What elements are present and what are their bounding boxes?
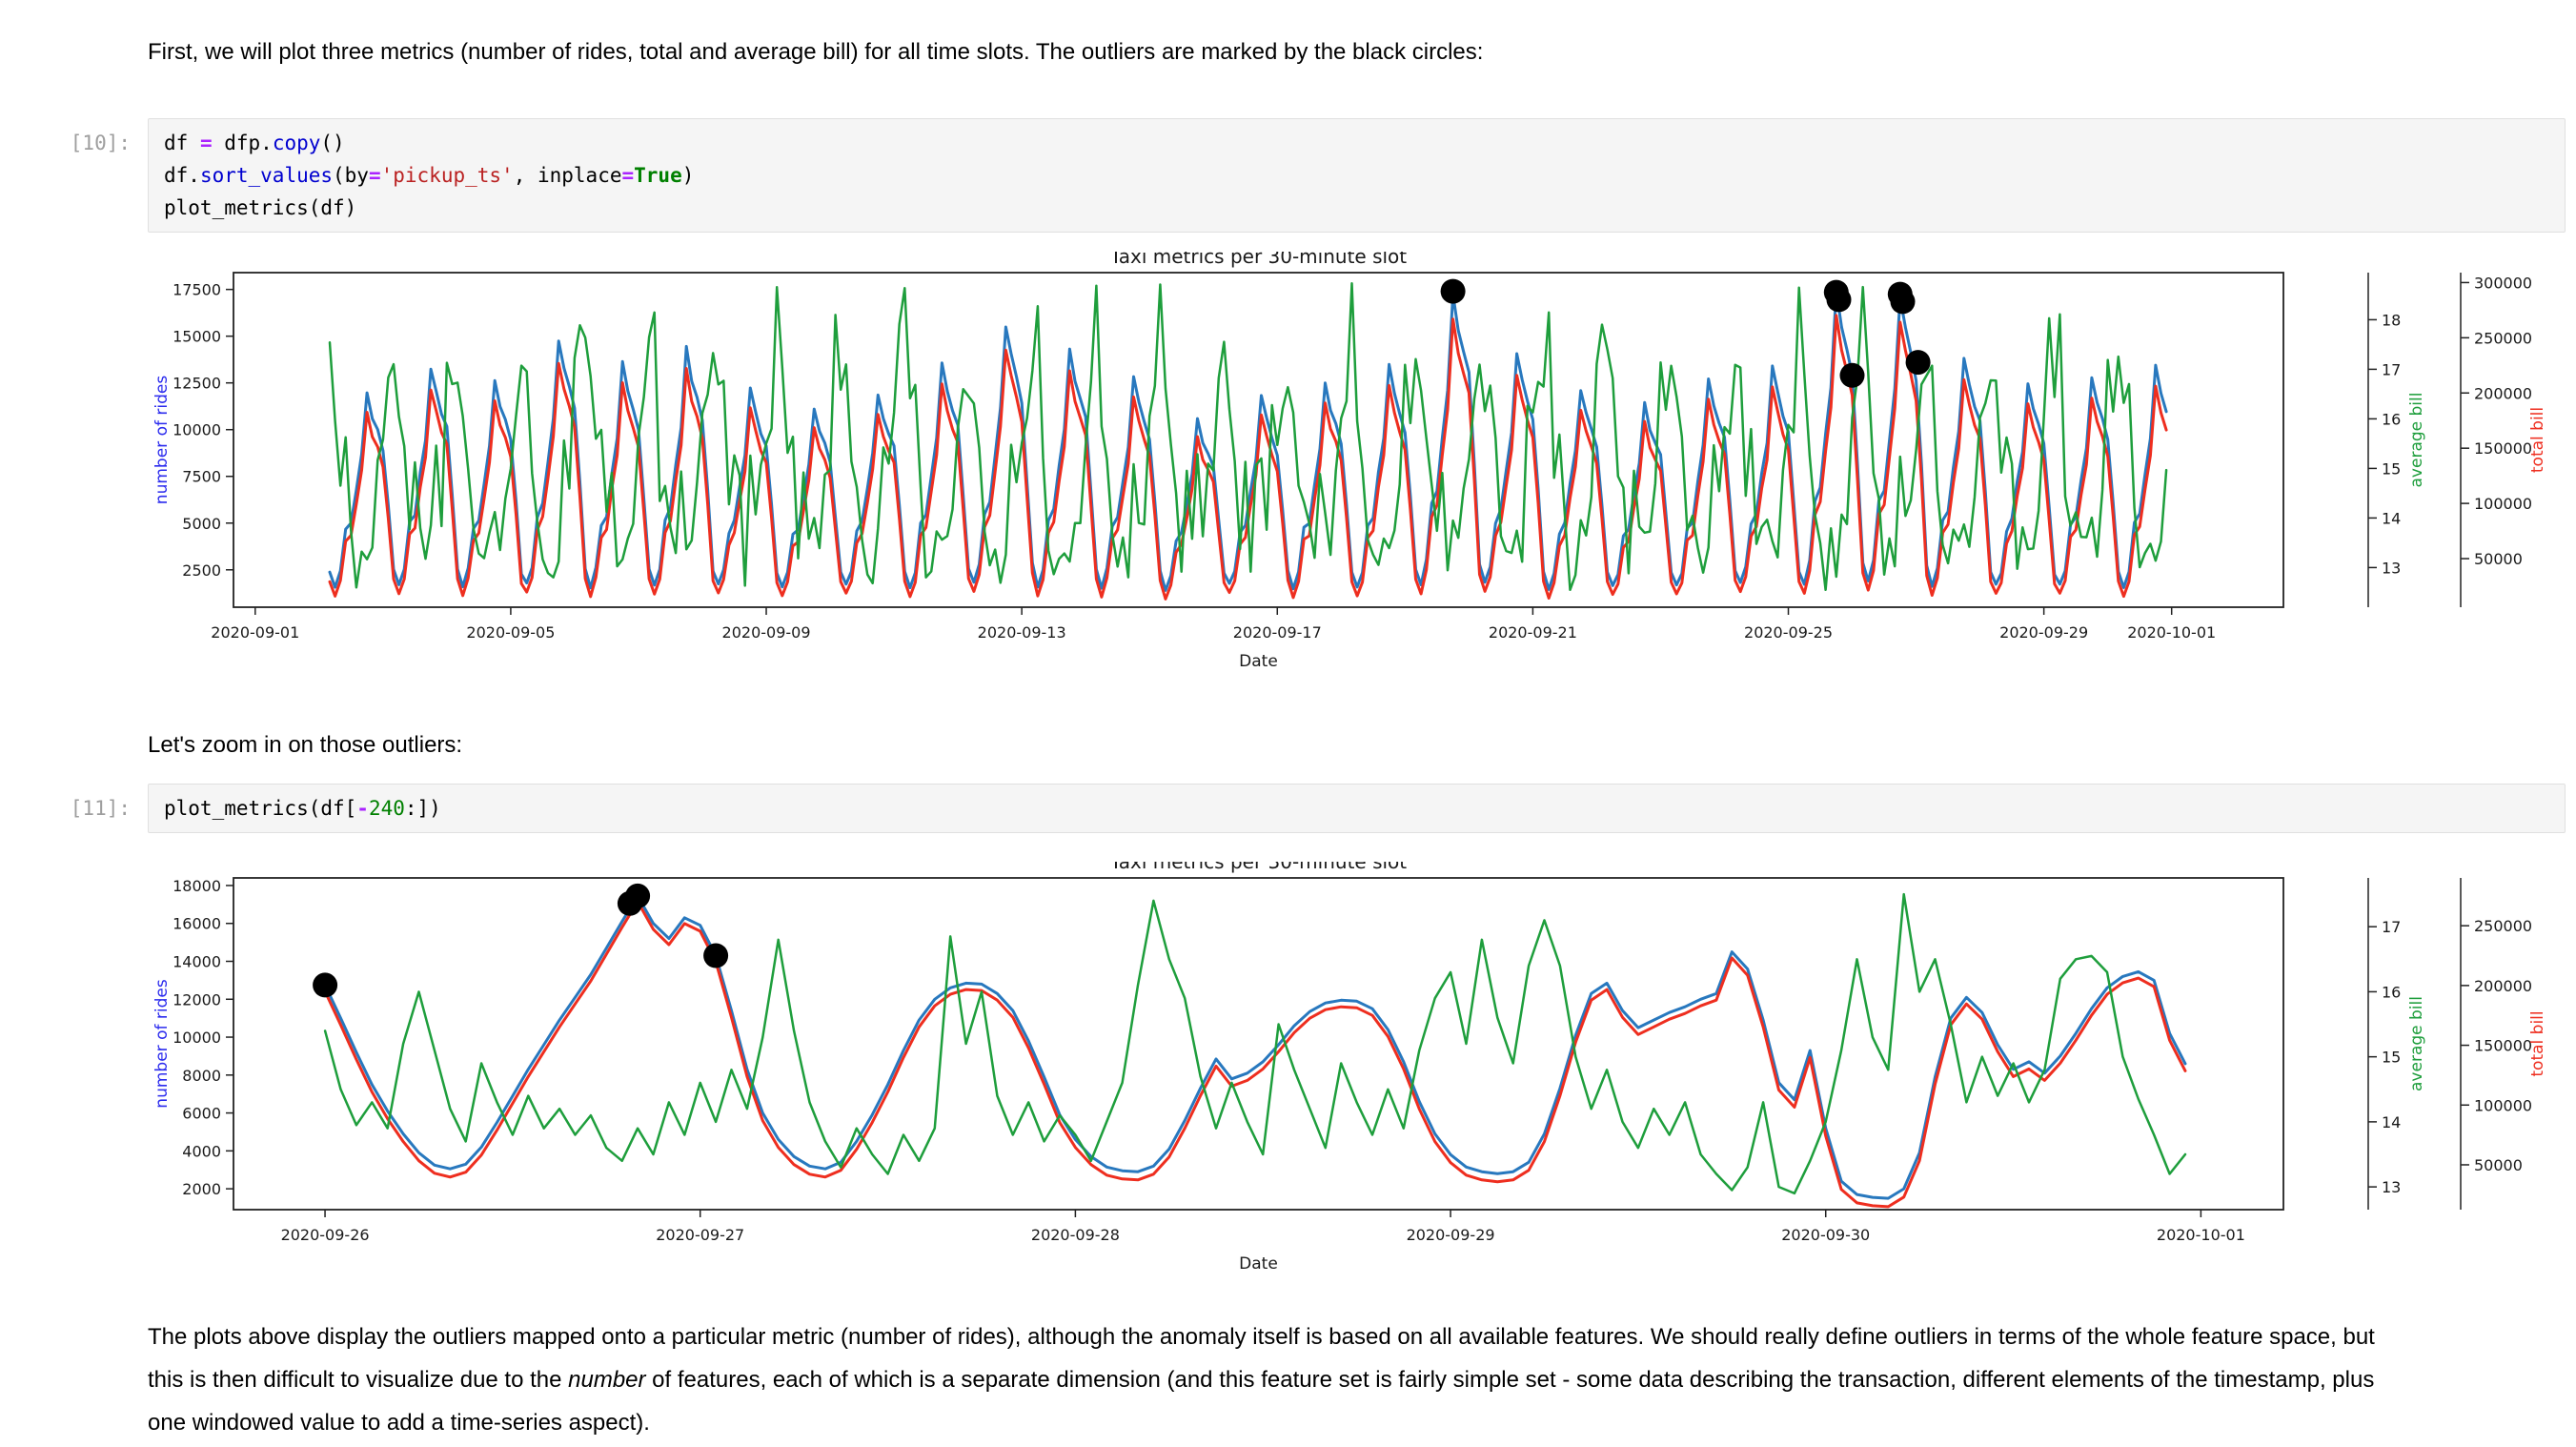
chart-taxi-metrics-all: Taxi metrics per 30-minute slot 2020-09-0… bbox=[152, 252, 2547, 671]
svg-text:2020-09-30: 2020-09-30 bbox=[1781, 1226, 1870, 1244]
code-cell-11: [11]: plot_metrics(df[-240:]) bbox=[0, 784, 2576, 833]
code-editor[interactable]: df = dfp.copy() df.sort_values(by='pickup… bbox=[148, 118, 2566, 233]
svg-text:2020-09-29: 2020-09-29 bbox=[1407, 1226, 1495, 1244]
svg-text:6000: 6000 bbox=[182, 1105, 221, 1123]
svg-text:18000: 18000 bbox=[172, 877, 221, 895]
output-figure-zoomed: Taxi metrics per 30-minute slot 2020-09-2… bbox=[148, 862, 2547, 1291]
svg-text:2020-09-28: 2020-09-28 bbox=[1031, 1226, 1120, 1244]
svg-text:2020-09-09: 2020-09-09 bbox=[722, 623, 811, 642]
svg-text:16: 16 bbox=[2382, 410, 2401, 428]
svg-text:14000: 14000 bbox=[172, 952, 221, 970]
svg-text:number of rides: number of rides bbox=[152, 376, 172, 505]
svg-text:200000: 200000 bbox=[2474, 977, 2532, 995]
svg-text:17: 17 bbox=[2382, 360, 2401, 378]
svg-text:average bill: average bill bbox=[2407, 996, 2426, 1091]
svg-text:4000: 4000 bbox=[182, 1142, 221, 1160]
chart-taxi-metrics-zoom: Taxi metrics per 30-minute slot 2020-09-2… bbox=[152, 862, 2547, 1274]
svg-text:15: 15 bbox=[2382, 459, 2401, 478]
svg-text:2020-09-01: 2020-09-01 bbox=[211, 623, 299, 642]
svg-text:Date: Date bbox=[1239, 652, 1278, 671]
svg-text:250000: 250000 bbox=[2474, 917, 2532, 935]
svg-text:100000: 100000 bbox=[2474, 1096, 2532, 1114]
code-cell-10: [10]: df = dfp.copy() df.sort_values(by='… bbox=[0, 118, 2576, 233]
svg-text:2020-09-05: 2020-09-05 bbox=[466, 623, 555, 642]
svg-text:13: 13 bbox=[2382, 1178, 2401, 1196]
markdown-cell-zoom: Let's zoom in on those outliers: bbox=[148, 732, 463, 758]
svg-text:17500: 17500 bbox=[172, 281, 221, 299]
svg-text:150000: 150000 bbox=[2474, 1037, 2532, 1055]
svg-text:7500: 7500 bbox=[182, 468, 221, 486]
svg-text:total bill: total bill bbox=[2528, 1010, 2547, 1076]
svg-text:Date: Date bbox=[1239, 1254, 1278, 1274]
code-line: df = dfp.copy() bbox=[164, 132, 345, 154]
code-line: df.sort_values(by='pickup_ts', inplace=T… bbox=[164, 164, 695, 187]
svg-text:50000: 50000 bbox=[2474, 550, 2523, 568]
svg-text:17: 17 bbox=[2382, 918, 2401, 936]
svg-text:2000: 2000 bbox=[182, 1180, 221, 1198]
svg-text:200000: 200000 bbox=[2474, 384, 2532, 402]
svg-text:16: 16 bbox=[2382, 983, 2401, 1001]
svg-text:14: 14 bbox=[2382, 509, 2401, 527]
svg-text:total bill: total bill bbox=[2528, 407, 2547, 473]
markdown-cell-intro: First, we will plot three metrics (numbe… bbox=[148, 39, 1484, 65]
svg-text:10000: 10000 bbox=[172, 1029, 221, 1047]
svg-text:100000: 100000 bbox=[2474, 495, 2532, 513]
svg-text:Taxi metrics per 30-minute slo: Taxi metrics per 30-minute slot bbox=[1109, 862, 1407, 873]
svg-text:250000: 250000 bbox=[2474, 329, 2532, 347]
svg-text:average bill: average bill bbox=[2407, 393, 2426, 488]
svg-text:50000: 50000 bbox=[2474, 1156, 2523, 1174]
svg-text:2020-09-21: 2020-09-21 bbox=[1489, 623, 1577, 642]
svg-text:150000: 150000 bbox=[2474, 439, 2532, 458]
svg-text:2020-09-13: 2020-09-13 bbox=[978, 623, 1066, 642]
svg-text:8000: 8000 bbox=[182, 1067, 221, 1085]
svg-text:2020-09-25: 2020-09-25 bbox=[1744, 623, 1833, 642]
notebook-page: First, we will plot three metrics (numbe… bbox=[0, 23, 2576, 1444]
code-editor[interactable]: plot_metrics(df[-240:]) bbox=[148, 784, 2566, 833]
svg-text:16000: 16000 bbox=[172, 915, 221, 933]
cell-prompt: [10]: bbox=[70, 132, 131, 154]
svg-text:15: 15 bbox=[2382, 1049, 2401, 1067]
svg-text:12500: 12500 bbox=[172, 375, 221, 393]
code-line: plot_metrics(df[-240:]) bbox=[164, 797, 441, 820]
cell-prompt: [11]: bbox=[70, 797, 131, 820]
markdown-cell-conclusion: The plots above display the outliers map… bbox=[148, 1324, 2375, 1436]
svg-text:13: 13 bbox=[2382, 559, 2401, 577]
svg-text:2020-09-29: 2020-09-29 bbox=[1999, 623, 2088, 642]
svg-text:14: 14 bbox=[2382, 1113, 2401, 1131]
svg-text:2020-10-01: 2020-10-01 bbox=[2127, 623, 2216, 642]
svg-text:300000: 300000 bbox=[2474, 274, 2532, 292]
svg-text:2500: 2500 bbox=[182, 561, 221, 580]
output-figure-all-slots: Taxi metrics per 30-minute slot 2020-09-0… bbox=[148, 252, 2547, 685]
svg-text:2020-09-26: 2020-09-26 bbox=[281, 1226, 370, 1244]
svg-text:Taxi metrics per 30-minute slo: Taxi metrics per 30-minute slot bbox=[1109, 252, 1407, 268]
svg-text:2020-10-01: 2020-10-01 bbox=[2157, 1226, 2245, 1244]
svg-text:12000: 12000 bbox=[172, 990, 221, 1009]
code-line: plot_metrics(df) bbox=[164, 196, 357, 219]
svg-text:5000: 5000 bbox=[182, 515, 221, 533]
svg-text:18: 18 bbox=[2382, 311, 2401, 329]
svg-text:2020-09-27: 2020-09-27 bbox=[656, 1226, 744, 1244]
svg-text:15000: 15000 bbox=[172, 328, 221, 346]
svg-text:number of rides: number of rides bbox=[152, 979, 172, 1109]
svg-text:10000: 10000 bbox=[172, 421, 221, 439]
svg-text:2020-09-17: 2020-09-17 bbox=[1233, 623, 1322, 642]
